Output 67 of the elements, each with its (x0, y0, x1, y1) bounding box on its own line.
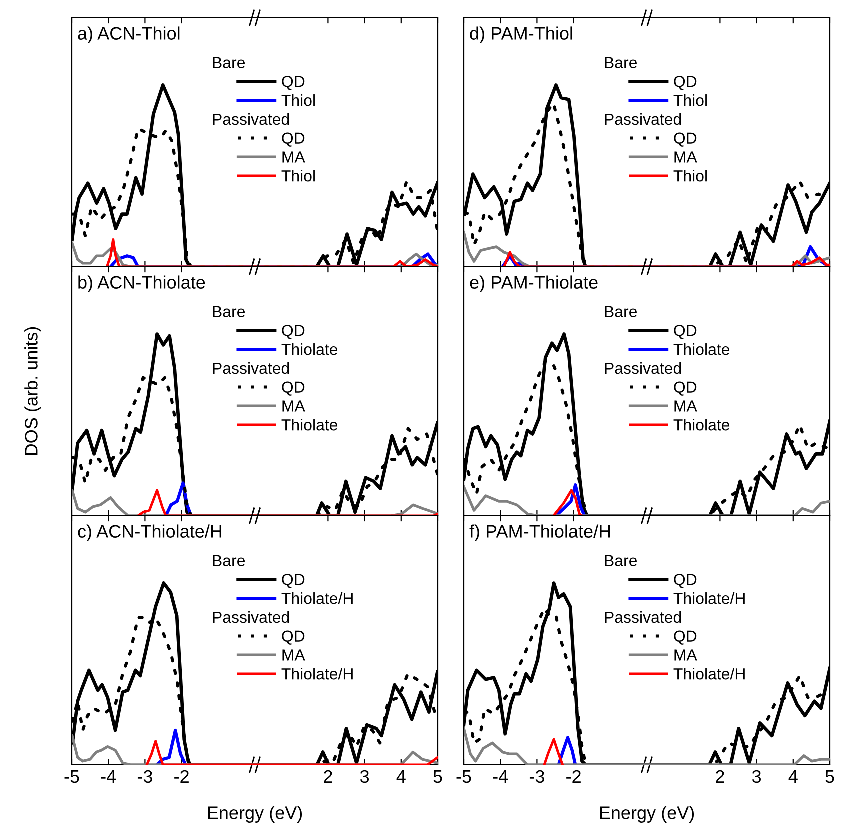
annotation: Passivated (213, 362, 290, 374)
x-tick-label: -5 (64, 770, 80, 784)
x-tick-label: -2 (174, 770, 189, 783)
x-tick-label: -2 (566, 770, 581, 783)
text: Bare (213, 555, 246, 566)
x-tick-label: -5 (456, 770, 472, 784)
legend-label: QD (674, 325, 697, 340)
x-tick-label: 5 (434, 770, 442, 784)
legend-label: QD (282, 630, 305, 645)
legend-label: Thiol (674, 94, 707, 106)
annotation: Passivated (605, 113, 682, 126)
legend-label: MA (674, 400, 698, 412)
x-axis-title: Energy (eV) (208, 806, 302, 823)
x-tick-label: 2 (324, 770, 332, 783)
text: Bare (213, 306, 246, 318)
legend-label: Thiolate (282, 344, 338, 356)
legend-label: MA (674, 152, 698, 163)
x-tick-label: 3 (360, 770, 370, 784)
legend-label: Thiolate/H (282, 668, 353, 680)
text: Bare (213, 57, 246, 68)
legend-label: MA (282, 152, 306, 163)
x-tick-label: -3 (530, 770, 544, 784)
chart-title: d) PAM-Thiol (470, 26, 572, 44)
legend-label: Thiol (282, 170, 315, 182)
x-tick-label: 2 (716, 770, 724, 783)
x-tick-label: 4 (788, 770, 798, 783)
legend-label: QD (674, 382, 697, 396)
legend-label: Thiolate (674, 419, 730, 431)
chart-title: b) ACN-Thiolate (78, 276, 206, 293)
legend-label: MA (282, 400, 306, 412)
x-tick-label: -4 (493, 770, 508, 783)
legend-label: QD (674, 76, 697, 90)
legend-label: MA (674, 650, 698, 661)
legend-label: QD (282, 382, 305, 396)
legend-label: Thiolate (674, 344, 730, 356)
legend-label: Thiolate/H (282, 592, 353, 604)
legend-label: Thiolate/H (674, 668, 745, 680)
legend-label: QD (282, 325, 305, 340)
legend-label: QD (282, 76, 305, 90)
chart-title: c) ACN-Thiolate/H (78, 524, 222, 542)
x-axis-title: Energy (eV) (600, 806, 694, 823)
legend-label: QD (282, 574, 305, 588)
text: Bare (605, 555, 638, 566)
legend-label: QD (674, 132, 697, 147)
legend-label: QD (674, 630, 697, 645)
x-tick-label: -4 (101, 770, 116, 783)
chart-title: a) ACN-Thiol (78, 26, 180, 44)
chart-title: e) PAM-Thiolate (470, 276, 598, 293)
text: Bare (605, 57, 638, 68)
legend-label: Thiol (674, 170, 707, 182)
x-tick-label: 4 (396, 770, 406, 783)
chart-title: f) PAM-Thiolate/H (470, 524, 610, 542)
annotation: Passivated (605, 362, 682, 374)
annotation: Passivated (605, 611, 682, 624)
legend-label: Thiolate/H (674, 592, 745, 604)
legend-label: Thiol (282, 94, 315, 106)
x-tick-label: 3 (752, 770, 762, 784)
y-axis-title: DOS (arb. units) (24, 327, 42, 456)
legend-label: MA (282, 650, 306, 661)
x-tick-label: -3 (138, 770, 152, 784)
x-tick-label: 5 (826, 770, 834, 784)
annotation: Passivated (213, 113, 290, 126)
legend-label: QD (282, 132, 305, 147)
legend-label: QD (674, 574, 697, 588)
legend-label: Thiolate (282, 419, 338, 431)
annotation: Passivated (213, 611, 290, 624)
text: Bare (605, 306, 638, 318)
